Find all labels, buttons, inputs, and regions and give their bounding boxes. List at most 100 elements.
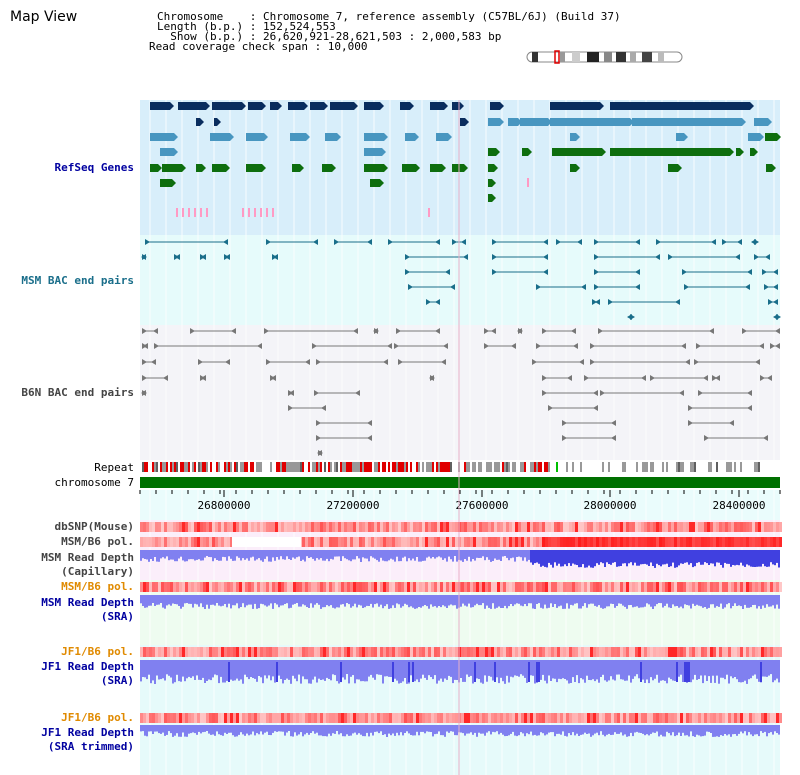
msm-bac-end <box>608 299 613 305</box>
repeat-track[interactable] <box>140 462 780 472</box>
snp-cell <box>605 537 608 547</box>
snp-cell <box>698 647 701 657</box>
depth-bar <box>544 595 546 605</box>
snp-cell <box>635 537 638 547</box>
snp-cell <box>398 582 401 592</box>
depth-spike <box>276 662 278 682</box>
depth-bar <box>292 660 294 676</box>
depth-bar <box>270 550 272 562</box>
depth-bar <box>288 550 290 559</box>
depth-bar <box>214 660 216 675</box>
snp-cell <box>389 582 392 592</box>
repeat-seg <box>664 462 666 472</box>
snp-cell <box>533 713 536 723</box>
depth-bar <box>196 660 198 676</box>
depth-bar <box>638 725 640 733</box>
depth-bar <box>548 660 550 676</box>
snp-cell <box>581 582 584 592</box>
gene-block <box>248 102 262 110</box>
depth-bar <box>624 725 626 735</box>
depth-bar <box>752 660 754 676</box>
depth-bar <box>766 550 768 567</box>
b6n-bac-end <box>367 420 372 426</box>
repeat-seg <box>550 462 552 472</box>
snp-cell <box>461 537 464 547</box>
depth-bar <box>142 725 144 732</box>
depth-bar <box>478 595 480 606</box>
depth-bar <box>262 660 264 684</box>
snp-cell <box>311 537 314 547</box>
depth-bar <box>518 595 520 604</box>
snp-cell <box>638 713 641 723</box>
gene-minor <box>194 208 196 217</box>
depth-bar <box>234 595 236 606</box>
snp-cell <box>482 582 485 592</box>
depth-bar <box>584 550 586 568</box>
repeat-seg <box>238 462 240 472</box>
snp-cell <box>269 582 272 592</box>
depth-bar <box>400 550 402 562</box>
snp-cell <box>509 582 512 592</box>
snp-cell <box>467 713 470 723</box>
snp-cell <box>143 582 146 592</box>
gene-arrow <box>415 133 419 141</box>
snp-gap <box>268 537 271 547</box>
depth-bar <box>636 660 638 675</box>
depth-bar <box>466 660 468 675</box>
snp-cell <box>740 647 743 657</box>
gene-minor <box>242 208 244 217</box>
repeat-seg <box>450 462 452 472</box>
depth-bar <box>264 595 266 606</box>
snp-cell <box>275 582 278 592</box>
b6n-bac-track[interactable] <box>141 328 780 456</box>
snp-cell <box>311 713 314 723</box>
snp-cell <box>323 713 326 723</box>
repeat-seg <box>542 462 544 472</box>
snp-cell <box>206 647 209 657</box>
snp-cell <box>209 522 212 532</box>
snp-cell <box>548 713 551 723</box>
depth-bar <box>718 660 720 684</box>
snp-cell <box>332 647 335 657</box>
depth-bar <box>392 595 394 606</box>
snp-cell <box>776 522 779 532</box>
depth-bar <box>300 725 302 733</box>
depth-bar <box>244 595 246 608</box>
b6n-bac-end <box>562 435 567 441</box>
depth-bar <box>150 725 152 732</box>
depth-bar <box>636 725 638 732</box>
snp-cell <box>641 647 644 657</box>
b6n-bac-end <box>532 359 537 365</box>
msm-bac-end <box>773 284 778 290</box>
depth-bar <box>230 660 232 680</box>
repeat-seg <box>630 462 632 472</box>
label-msm-b6-pol-2: MSM/B6 pol. <box>61 580 134 593</box>
depth-bar <box>376 725 378 732</box>
repeat-seg <box>302 462 304 472</box>
depth-bar <box>536 725 538 736</box>
snp-cell <box>323 582 326 592</box>
depth-bar <box>668 595 670 608</box>
depth-bar <box>230 595 232 609</box>
polymorphism-tracks[interactable] <box>140 522 782 723</box>
depth-bar <box>498 725 500 735</box>
snp-cell <box>155 582 158 592</box>
depth-bar <box>510 660 512 677</box>
snp-cell <box>587 537 590 547</box>
depth-bar <box>766 595 768 605</box>
depth-bar <box>596 595 598 607</box>
depth-bar <box>618 660 620 675</box>
read-depth-tracks[interactable] <box>140 550 780 737</box>
snp-cell <box>506 537 509 547</box>
snp-cell <box>431 647 434 657</box>
snp-cell <box>185 522 188 532</box>
snp-cell <box>320 582 323 592</box>
refseq-genes-track[interactable] <box>150 102 781 217</box>
depth-bar <box>558 725 560 734</box>
snp-cell <box>740 582 743 592</box>
chromosome-bar[interactable] <box>140 477 780 488</box>
snp-cell <box>722 582 725 592</box>
snp-cell <box>773 582 776 592</box>
msm-bac-track[interactable] <box>141 239 781 320</box>
